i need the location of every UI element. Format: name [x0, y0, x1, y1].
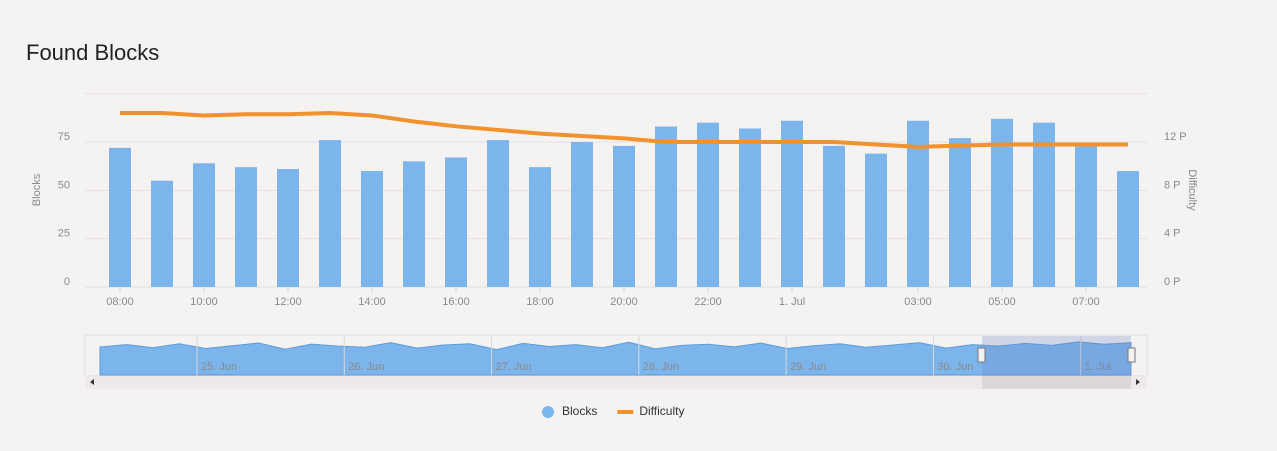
bar	[1117, 171, 1139, 287]
bar	[949, 138, 971, 287]
legend-label: Difficulty	[639, 404, 684, 418]
bar	[319, 140, 341, 287]
navigator-selection[interactable]	[982, 336, 1131, 376]
x-tick-label: 22:00	[694, 296, 722, 308]
navigator-label: 29. Jun	[790, 361, 826, 373]
scrollbar-thumb[interactable]	[982, 376, 1131, 389]
bar	[277, 169, 299, 287]
bar	[865, 153, 887, 287]
bar	[151, 180, 173, 287]
y-tick-label: 75	[58, 131, 70, 143]
bar	[403, 161, 425, 287]
legend-symbol	[542, 406, 554, 418]
bar	[487, 140, 509, 287]
bar	[739, 128, 761, 287]
navigator-label: 28. Jun	[643, 361, 679, 373]
x-tick-label: 20:00	[610, 296, 638, 308]
x-tick-label: 1. Jul	[779, 296, 805, 308]
bar	[235, 167, 257, 287]
x-tick-label: 08:00	[106, 296, 134, 308]
bar	[781, 120, 803, 288]
y2-tick-label: 8 P	[1164, 179, 1181, 191]
navigator-label: 30. Jun	[937, 361, 973, 373]
bar	[613, 145, 635, 287]
navigator-handles[interactable]	[977, 347, 1136, 363]
y2-tick-label: 4 P	[1164, 228, 1181, 240]
x-tick-label: 05:00	[988, 296, 1016, 308]
x-tick-label: 07:00	[1072, 296, 1100, 308]
navigator-label: 26. Jun	[348, 361, 384, 373]
x-tick-label: 18:00	[526, 296, 554, 308]
bar	[1033, 122, 1055, 287]
chart-title: Found Blocks	[26, 40, 159, 65]
y2-axis-title: Difficulty	[1186, 169, 1198, 211]
navigator-area	[99, 341, 1132, 376]
navigator-label: 27. Jun	[496, 361, 532, 373]
legend: Blocks Difficulty	[542, 404, 684, 418]
bar	[529, 167, 551, 287]
bar	[571, 142, 593, 287]
bar	[907, 120, 929, 288]
bar	[823, 145, 845, 287]
x-tick-label: 12:00	[274, 296, 302, 308]
y2-tick-label: 12 P	[1164, 131, 1187, 143]
y-tick-label: 50	[58, 179, 70, 191]
bar	[991, 118, 1013, 287]
navigator-label: 1. Jul	[1085, 361, 1111, 373]
bar	[445, 157, 467, 287]
bar	[193, 163, 215, 287]
x-tick-label: 16:00	[442, 296, 470, 308]
bar	[655, 126, 677, 287]
x-tick-label: 14:00	[358, 296, 386, 308]
x-tick-label: 10:00	[190, 296, 218, 308]
y-axis-title: Blocks	[31, 173, 43, 206]
legend-label: Blocks	[562, 404, 597, 418]
y2-tick-label: 0 P	[1164, 276, 1181, 288]
line	[120, 111, 1128, 149]
y-tick-label: 25	[58, 228, 70, 240]
x-tick-label: 03:00	[904, 296, 932, 308]
scrollbar-track[interactable]	[85, 376, 1147, 389]
navigator-label: 25. Jun	[201, 361, 237, 373]
y-tick-label: 0	[64, 276, 70, 288]
legend-item[interactable]: Blocks	[542, 404, 597, 418]
legend-item[interactable]: Difficulty	[617, 404, 684, 418]
bar	[109, 147, 131, 287]
bar	[697, 122, 719, 287]
bar	[361, 171, 383, 287]
bar	[1075, 145, 1097, 287]
